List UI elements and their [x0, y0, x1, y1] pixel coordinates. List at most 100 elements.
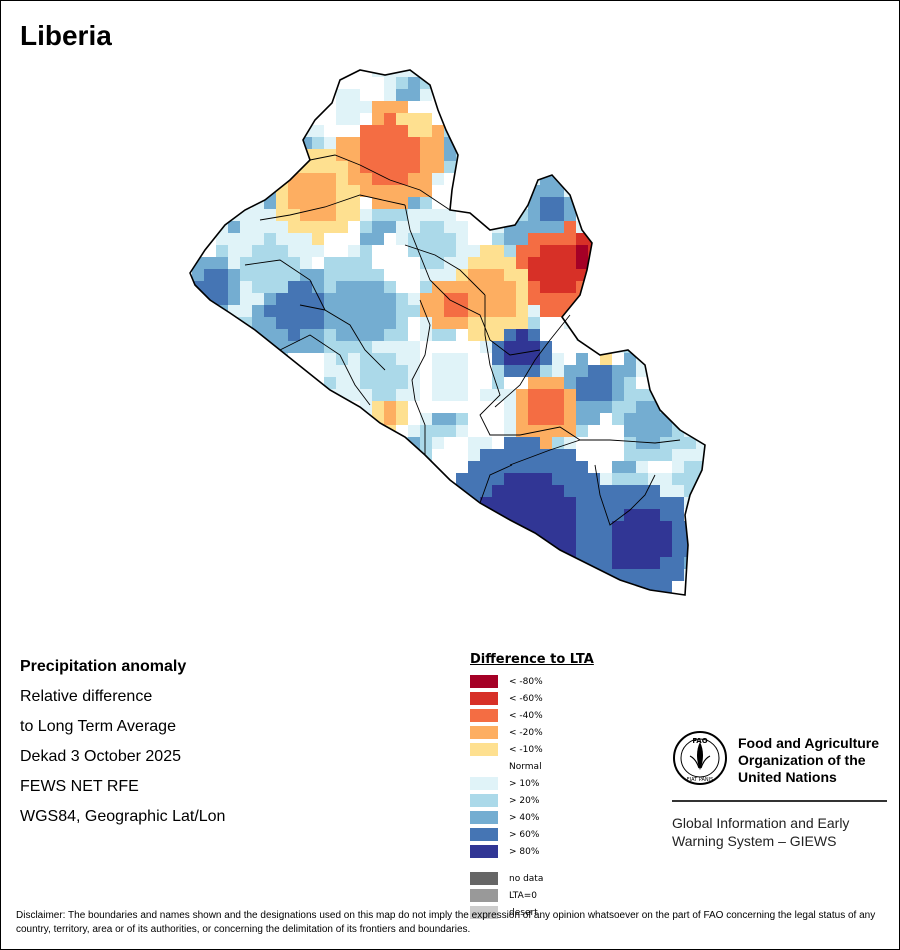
anomaly-cell: [408, 185, 420, 197]
anomaly-cell: [480, 569, 492, 581]
anomaly-cell: [204, 365, 216, 377]
anomaly-cell: [336, 413, 348, 425]
anomaly-cell: [708, 545, 720, 557]
anomaly-cell: [576, 545, 588, 557]
legend-class-swatch: [470, 760, 498, 773]
anomaly-cell: [288, 437, 300, 449]
anomaly-cell: [564, 377, 576, 389]
anomaly-cell: [228, 245, 240, 257]
anomaly-cell: [468, 509, 480, 521]
anomaly-cell: [264, 353, 276, 365]
anomaly-cell: [612, 293, 624, 305]
anomaly-cell: [432, 137, 444, 149]
anomaly-cell: [276, 437, 288, 449]
anomaly-cell: [516, 161, 528, 173]
anomaly-cell: [372, 101, 384, 113]
anomaly-cell: [396, 101, 408, 113]
anomaly-cell: [540, 353, 552, 365]
anomaly-cell: [216, 449, 228, 461]
anomaly-cell: [492, 209, 504, 221]
anomaly-cell: [444, 485, 456, 497]
legend-class-row: < -80%: [470, 673, 594, 690]
anomaly-cell: [216, 329, 228, 341]
anomaly-cell: [672, 329, 684, 341]
anomaly-cell: [276, 269, 288, 281]
anomaly-cell: [612, 497, 624, 509]
anomaly-cell: [444, 569, 456, 581]
anomaly-cell: [468, 245, 480, 257]
anomaly-cell: [190, 305, 192, 317]
anomaly-cell: [432, 161, 444, 173]
anomaly-cell: [204, 209, 216, 221]
anomaly-cell: [240, 377, 252, 389]
anomaly-cell: [636, 293, 648, 305]
anomaly-cell: [456, 365, 468, 377]
anomaly-cell: [540, 245, 552, 257]
anomaly-cell: [564, 245, 576, 257]
anomaly-cell: [228, 557, 240, 569]
anomaly-cell: [228, 329, 240, 341]
anomaly-cell: [540, 569, 552, 581]
anomaly-cell: [420, 509, 432, 521]
anomaly-cell: [468, 425, 480, 437]
anomaly-cell: [648, 293, 660, 305]
anomaly-cell: [636, 545, 648, 557]
anomaly-cell: [300, 173, 312, 185]
anomaly-cell: [204, 137, 216, 149]
anomaly-cell: [492, 70, 504, 77]
anomaly-cell: [708, 185, 720, 197]
anomaly-cell: [480, 245, 492, 257]
anomaly-cell: [336, 149, 348, 161]
legend-class-swatch: [470, 777, 498, 790]
anomaly-cell: [660, 317, 672, 329]
anomaly-cell: [684, 545, 696, 557]
anomaly-cell: [348, 281, 360, 293]
legend-class-label: Normal: [509, 761, 542, 772]
anomaly-cell: [360, 113, 372, 125]
anomaly-cell: [528, 197, 540, 209]
anomaly-cell: [588, 113, 600, 125]
anomaly-cell: [288, 545, 300, 557]
anomaly-cell: [192, 149, 204, 161]
anomaly-cell: [216, 209, 228, 221]
anomaly-cell: [432, 533, 444, 545]
anomaly-cell: [516, 113, 528, 125]
anomaly-cell: [648, 365, 660, 377]
anomaly-cell: [300, 341, 312, 353]
anomaly-cell: [240, 593, 252, 595]
anomaly-cell: [276, 113, 288, 125]
anomaly-cell: [264, 221, 276, 233]
anomaly-cell: [468, 413, 480, 425]
anomaly-cell: [432, 521, 444, 533]
anomaly-cell: [528, 449, 540, 461]
anomaly-cell: [708, 257, 720, 269]
anomaly-cell: [216, 125, 228, 137]
anomaly-cell: [336, 461, 348, 473]
anomaly-cell: [336, 185, 348, 197]
anomaly-cell: [660, 245, 672, 257]
anomaly-cell: [252, 209, 264, 221]
anomaly-cell: [360, 161, 372, 173]
anomaly-cell: [576, 305, 588, 317]
anomaly-cell: [324, 257, 336, 269]
anomaly-cell: [636, 269, 648, 281]
anomaly-cell: [204, 89, 216, 101]
anomaly-cell: [696, 329, 705, 341]
anomaly-cell: [528, 413, 540, 425]
anomaly-cell: [648, 173, 660, 185]
anomaly-cell: [360, 569, 372, 581]
anomaly-cell: [216, 569, 228, 581]
anomaly-cell: [300, 281, 312, 293]
anomaly-cell: [504, 377, 516, 389]
anomaly-cell: [552, 101, 564, 113]
anomaly-cell: [216, 173, 228, 185]
anomaly-cell: [264, 89, 276, 101]
anomaly-cell: [624, 281, 636, 293]
anomaly-cell: [432, 437, 444, 449]
anomaly-cell: [384, 413, 396, 425]
anomaly-cell: [684, 293, 696, 305]
anomaly-cell: [684, 149, 696, 161]
anomaly-cell: [240, 329, 252, 341]
anomaly-cell: [264, 161, 276, 173]
anomaly-cell: [348, 329, 360, 341]
